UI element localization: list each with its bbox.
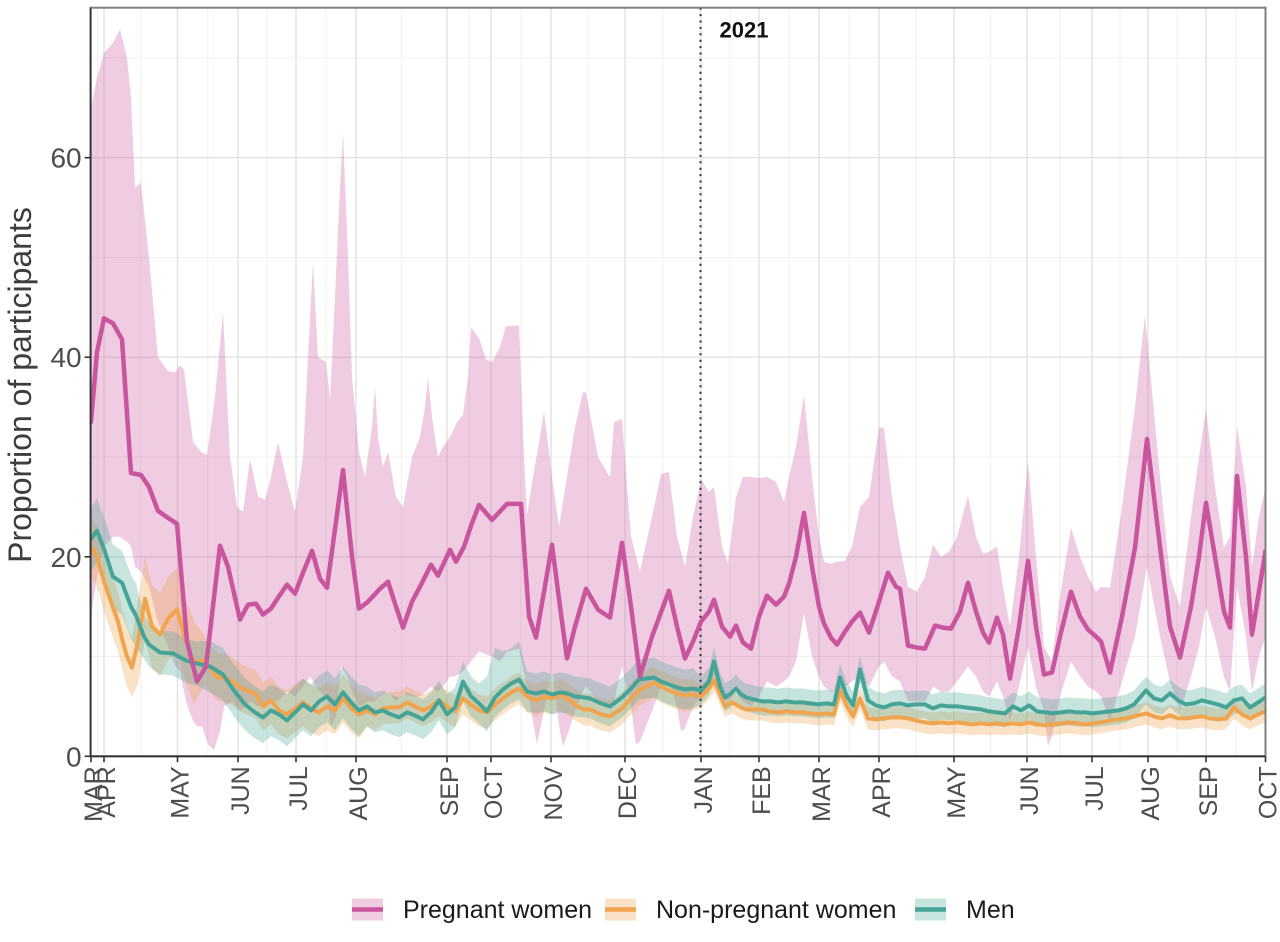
svg-text:SEP: SEP	[1195, 766, 1223, 816]
svg-text:60: 60	[50, 143, 81, 174]
svg-text:JUL: JUL	[285, 766, 313, 811]
svg-text:JUN: JUN	[1016, 766, 1044, 815]
svg-text:AUG: AUG	[1137, 766, 1165, 820]
svg-text:APR: APR	[868, 766, 896, 817]
svg-text:APR: APR	[93, 766, 121, 817]
svg-text:Men: Men	[966, 896, 1015, 924]
svg-text:JUN: JUN	[227, 766, 255, 815]
svg-text:20: 20	[50, 542, 81, 573]
svg-text:NOV: NOV	[540, 766, 568, 821]
svg-text:DEC: DEC	[614, 766, 642, 819]
svg-text:MAR: MAR	[808, 766, 836, 822]
svg-text:AUG: AUG	[345, 766, 373, 820]
svg-text:JAN: JAN	[690, 766, 718, 813]
svg-text:JUL: JUL	[1081, 766, 1109, 811]
svg-text:2021: 2021	[720, 18, 769, 43]
svg-text:Pregnant women: Pregnant women	[403, 896, 592, 924]
svg-text:40: 40	[50, 342, 81, 373]
svg-text:MAY: MAY	[943, 766, 971, 819]
svg-text:Non-pregnant women: Non-pregnant women	[656, 896, 896, 924]
svg-text:OCT: OCT	[480, 766, 508, 819]
svg-text:OCT: OCT	[1255, 766, 1280, 819]
svg-text:MAY: MAY	[167, 766, 195, 819]
svg-text:Proportion of participants: Proportion of participants	[2, 207, 38, 563]
svg-text:FEB: FEB	[748, 766, 776, 815]
svg-text:SEP: SEP	[436, 766, 464, 816]
